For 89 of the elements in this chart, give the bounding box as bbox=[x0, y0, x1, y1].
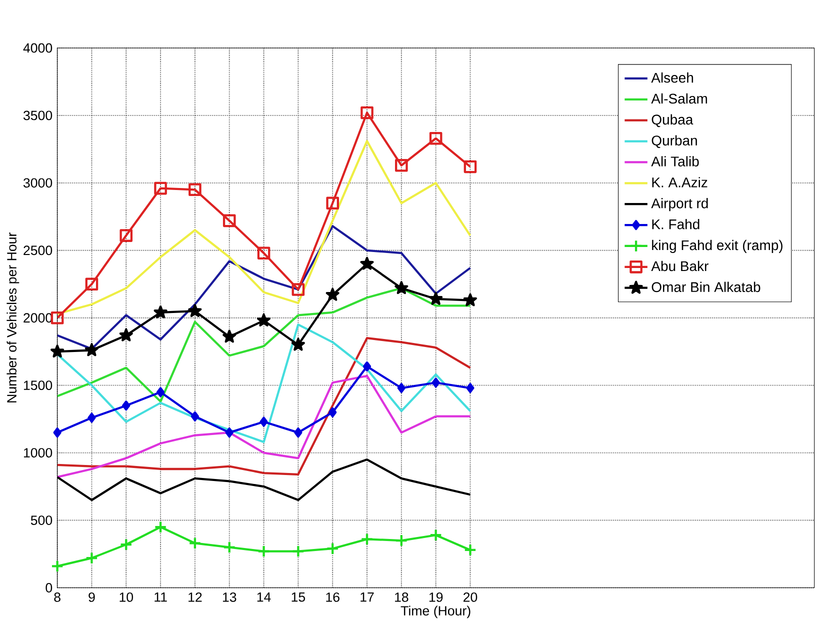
line-series bbox=[57, 374, 472, 478]
y-tick-label: 0 bbox=[46, 583, 52, 593]
y-tick-label: 3500 bbox=[23, 110, 52, 120]
point bbox=[85, 278, 98, 291]
x-tick-label: 17 bbox=[360, 592, 374, 602]
x-tick-label: 10 bbox=[120, 592, 134, 602]
y-tick-label: 4000 bbox=[23, 43, 52, 53]
line-series bbox=[57, 140, 472, 315]
y-tick-label: 500 bbox=[30, 516, 52, 526]
point bbox=[190, 411, 200, 422]
point bbox=[50, 344, 64, 358]
legend-label: Qubaa bbox=[652, 114, 694, 128]
x-tick-label: 11 bbox=[154, 592, 167, 602]
point bbox=[154, 520, 167, 534]
point bbox=[464, 544, 477, 556]
legend-label: Abu Bakr bbox=[651, 260, 708, 272]
x-tick-label: 16 bbox=[326, 592, 340, 602]
point bbox=[395, 159, 408, 172]
x-tick-label: 19 bbox=[429, 592, 443, 602]
point bbox=[84, 343, 98, 356]
point bbox=[360, 256, 374, 270]
y-tick-label: 1000 bbox=[24, 448, 52, 458]
point bbox=[362, 362, 372, 372]
x-tick-label: 8 bbox=[54, 592, 60, 602]
point bbox=[429, 528, 442, 542]
point bbox=[50, 312, 64, 324]
point bbox=[257, 246, 270, 260]
legend-label: Al-Salam bbox=[651, 93, 707, 104]
point bbox=[156, 387, 165, 398]
point bbox=[326, 288, 340, 301]
point bbox=[225, 428, 234, 438]
point bbox=[464, 160, 477, 174]
x-tick-label: 14 bbox=[257, 592, 271, 602]
point bbox=[326, 196, 339, 210]
y-tick-label: 1500 bbox=[24, 380, 52, 390]
point bbox=[222, 541, 236, 554]
point bbox=[466, 383, 474, 394]
point bbox=[188, 304, 202, 318]
x-tick-label: 9 bbox=[88, 592, 95, 602]
legend-label: K. Fahd bbox=[652, 219, 700, 230]
legend-label: Omar Bin Alkatab bbox=[652, 282, 760, 292]
x-tick-label: 15 bbox=[292, 592, 306, 602]
point bbox=[88, 412, 96, 423]
y-axis-title: Number of Vehicles per Hour bbox=[6, 232, 20, 402]
point bbox=[463, 293, 478, 306]
point bbox=[122, 400, 130, 411]
point bbox=[397, 383, 406, 394]
x-tick-label: 12 bbox=[188, 592, 202, 602]
y-tick-label: 3000 bbox=[23, 178, 52, 188]
point bbox=[85, 552, 98, 565]
x-tick-label: 13 bbox=[222, 592, 236, 602]
point bbox=[188, 183, 202, 196]
point bbox=[154, 182, 167, 195]
point bbox=[395, 534, 408, 548]
point bbox=[222, 214, 236, 228]
point bbox=[120, 229, 133, 242]
point bbox=[260, 416, 268, 427]
x-tick-label: 20 bbox=[463, 592, 478, 602]
point bbox=[294, 428, 302, 438]
x-tick-label: 18 bbox=[395, 592, 408, 602]
point bbox=[360, 106, 374, 120]
point bbox=[222, 330, 236, 343]
point bbox=[291, 338, 305, 351]
legend-label: Qurban bbox=[652, 135, 697, 148]
point bbox=[360, 532, 374, 546]
point bbox=[326, 542, 339, 556]
point bbox=[257, 545, 270, 558]
point bbox=[328, 407, 337, 418]
legend-label: Ali Talib bbox=[651, 156, 699, 167]
legend-label: K. A.Aziz bbox=[652, 177, 708, 188]
point bbox=[257, 314, 271, 327]
point bbox=[120, 538, 133, 552]
point bbox=[50, 560, 64, 573]
point bbox=[154, 306, 168, 319]
point bbox=[188, 536, 202, 550]
legend-label: Alseeh bbox=[651, 72, 694, 83]
point bbox=[292, 283, 305, 296]
point bbox=[119, 328, 133, 342]
legend-label: Airport rd bbox=[651, 198, 708, 212]
line-series bbox=[57, 337, 472, 476]
point bbox=[429, 292, 443, 306]
y-tick-label: 2500 bbox=[24, 246, 52, 256]
point bbox=[292, 545, 305, 558]
point bbox=[53, 428, 62, 438]
x-axis-title: Time (Hour) bbox=[400, 606, 470, 618]
point bbox=[429, 132, 442, 145]
legend-label: king Fahd exit (ramp) bbox=[652, 240, 782, 254]
point bbox=[432, 378, 440, 388]
point bbox=[394, 281, 408, 294]
